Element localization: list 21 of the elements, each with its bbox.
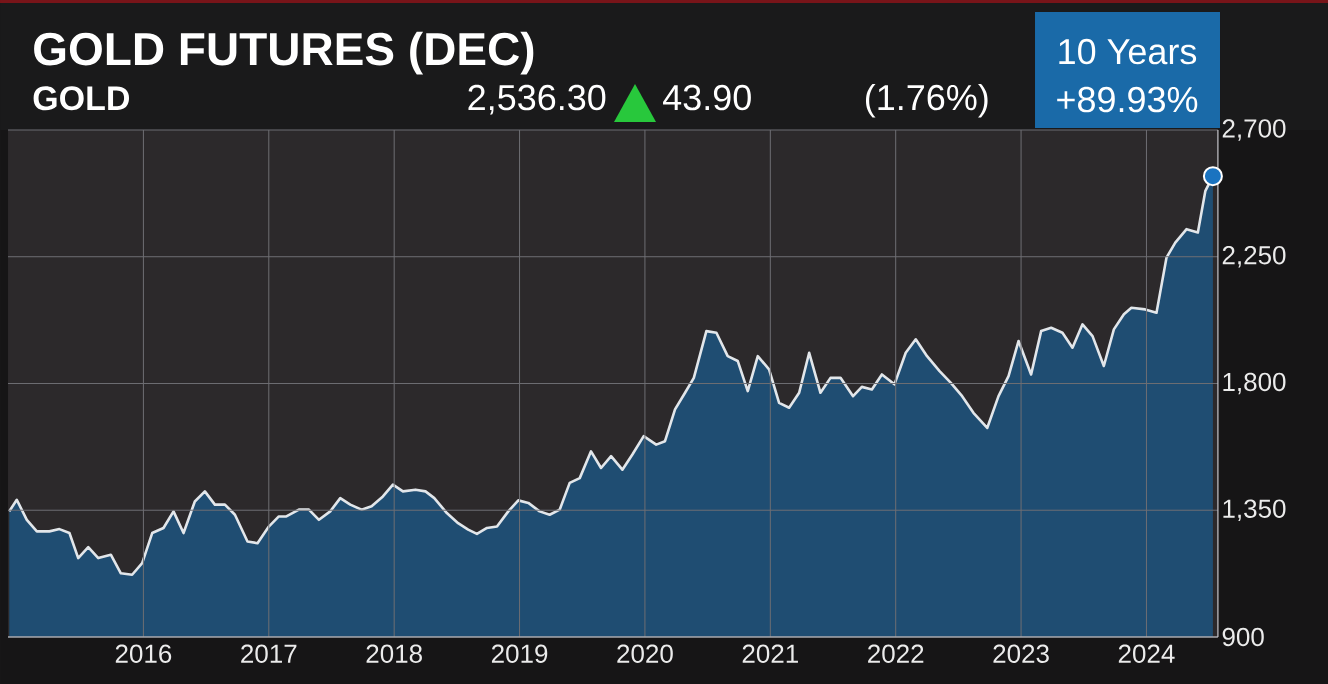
text: 43.90 [663,84,751,111]
text: 2,536.30 [468,84,606,115]
x-tick-label: 2023 [993,644,1049,663]
x-tick-label: 2019 [491,644,548,663]
chart-title: GOLD FUTURES (DEC) [34,31,534,75]
x-tick-label: 2020 [617,644,673,663]
y-tick-label: 900 [1222,627,1264,647]
text: +89.93% [1057,86,1198,113]
x-tick-label: 2022 [868,644,924,663]
chart-subtitle: GOLD [33,86,130,111]
x-tick-label: 2021 [742,644,798,663]
x-tick-label: 2016 [115,644,172,663]
y-tick-label: 2,700 [1222,119,1286,141]
text: (1.76%) [865,83,988,118]
y-tick-label: 2,250 [1222,245,1286,268]
x-tick-label: 2024 [1118,644,1175,663]
text: 10 Years [1059,38,1197,65]
x-tick-label: 2018 [366,644,422,663]
x-tick-label: 2017 [241,644,297,663]
y-tick-label: 1,350 [1223,499,1286,521]
y-tick-label: 1,800 [1223,372,1286,395]
